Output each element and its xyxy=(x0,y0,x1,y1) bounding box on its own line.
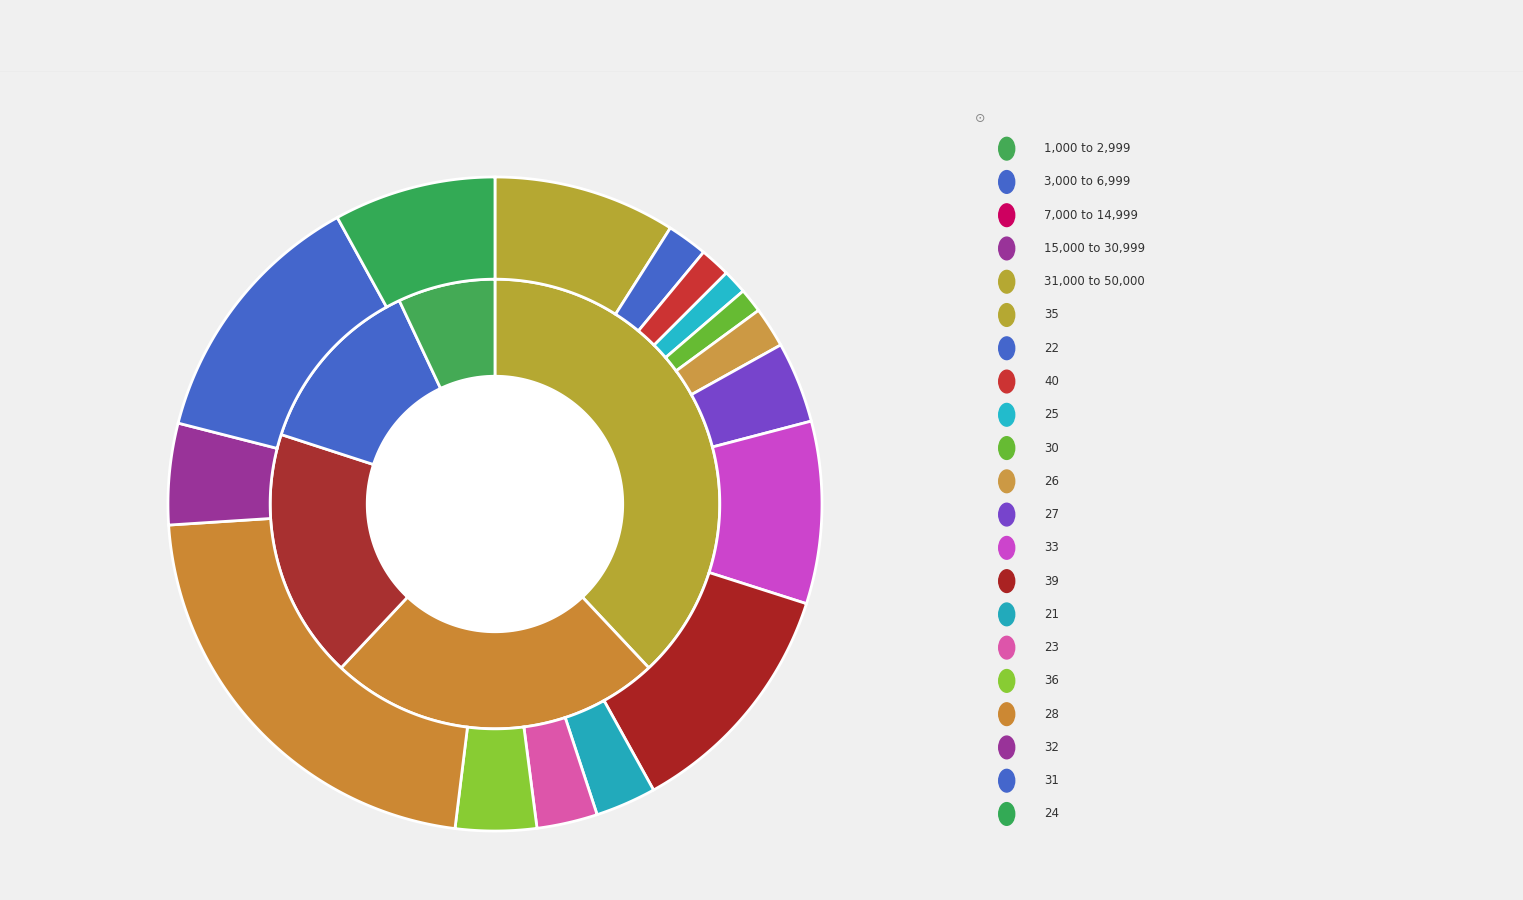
Circle shape xyxy=(999,536,1014,559)
Text: 33: 33 xyxy=(1043,541,1058,554)
Polygon shape xyxy=(666,291,758,371)
Polygon shape xyxy=(399,279,495,389)
Text: 35: 35 xyxy=(1043,309,1058,321)
Circle shape xyxy=(999,138,1014,160)
Polygon shape xyxy=(653,273,743,357)
Text: 32: 32 xyxy=(1043,741,1058,754)
Circle shape xyxy=(999,370,1014,393)
Polygon shape xyxy=(495,279,720,668)
Circle shape xyxy=(999,670,1014,692)
Text: 30: 30 xyxy=(1043,442,1058,454)
Circle shape xyxy=(999,237,1014,260)
Polygon shape xyxy=(341,597,649,729)
Circle shape xyxy=(999,603,1014,625)
Text: 23: 23 xyxy=(1043,641,1058,654)
Text: ⊙: ⊙ xyxy=(975,112,985,125)
Circle shape xyxy=(999,270,1014,293)
Polygon shape xyxy=(455,727,538,831)
Circle shape xyxy=(999,403,1014,426)
Text: 36: 36 xyxy=(1043,674,1058,688)
Polygon shape xyxy=(495,177,670,314)
Circle shape xyxy=(999,436,1014,459)
Circle shape xyxy=(999,470,1014,492)
Polygon shape xyxy=(178,218,387,448)
Polygon shape xyxy=(169,518,468,829)
Text: 1,000 to 2,999: 1,000 to 2,999 xyxy=(1043,142,1130,155)
Circle shape xyxy=(999,171,1014,194)
Circle shape xyxy=(999,803,1014,825)
Polygon shape xyxy=(676,310,781,395)
Circle shape xyxy=(999,303,1014,327)
Polygon shape xyxy=(605,572,807,790)
Polygon shape xyxy=(168,423,277,525)
Text: 31,000 to 50,000: 31,000 to 50,000 xyxy=(1043,275,1145,288)
Text: 31: 31 xyxy=(1043,774,1058,788)
Text: 21: 21 xyxy=(1043,608,1058,621)
Circle shape xyxy=(999,570,1014,592)
Text: 28: 28 xyxy=(1043,707,1058,721)
Polygon shape xyxy=(337,177,495,307)
Text: 15,000 to 30,999: 15,000 to 30,999 xyxy=(1043,242,1145,255)
Circle shape xyxy=(999,503,1014,526)
Polygon shape xyxy=(691,345,812,447)
Text: 7,000 to 14,999: 7,000 to 14,999 xyxy=(1043,209,1138,221)
Circle shape xyxy=(999,204,1014,227)
Polygon shape xyxy=(710,421,822,604)
Circle shape xyxy=(999,337,1014,360)
Text: 22: 22 xyxy=(1043,342,1058,355)
Circle shape xyxy=(367,376,623,632)
Circle shape xyxy=(999,736,1014,759)
Polygon shape xyxy=(270,435,408,668)
Circle shape xyxy=(999,770,1014,792)
Circle shape xyxy=(999,703,1014,725)
Polygon shape xyxy=(638,252,726,345)
Polygon shape xyxy=(565,700,653,814)
Text: 39: 39 xyxy=(1043,574,1058,588)
Polygon shape xyxy=(615,228,704,331)
Text: 26: 26 xyxy=(1043,475,1058,488)
Text: 40: 40 xyxy=(1043,375,1058,388)
Polygon shape xyxy=(524,717,597,828)
Circle shape xyxy=(999,636,1014,659)
Text: 3,000 to 6,999: 3,000 to 6,999 xyxy=(1043,176,1130,188)
Text: 24: 24 xyxy=(1043,807,1058,821)
Polygon shape xyxy=(282,301,440,464)
Text: 25: 25 xyxy=(1043,409,1058,421)
Text: 27: 27 xyxy=(1043,508,1058,521)
